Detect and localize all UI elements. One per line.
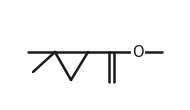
Text: O: O [132, 45, 144, 60]
